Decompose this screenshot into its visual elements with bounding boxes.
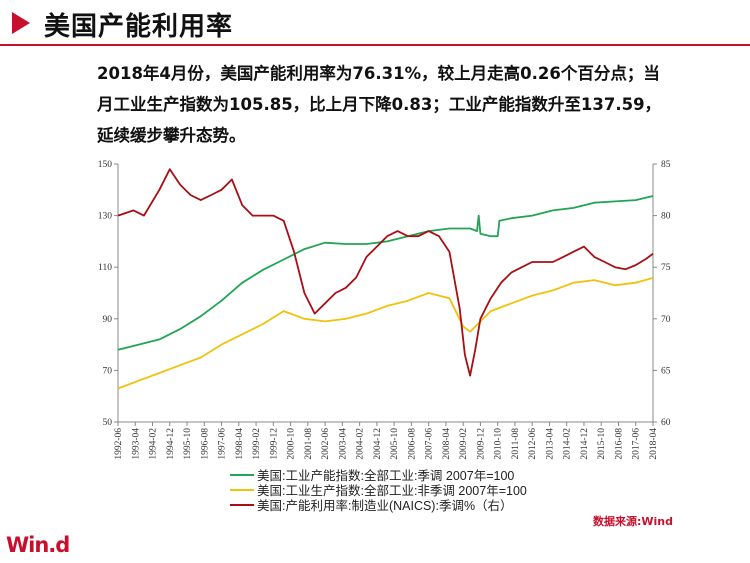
summary-line: 延续缓步攀升态势。 bbox=[97, 126, 246, 145]
legend-swatch bbox=[230, 503, 254, 506]
x-axis-tick-label: 2014-02 bbox=[563, 428, 573, 460]
left-axis-tick-label: 50 bbox=[103, 418, 113, 428]
legend-swatch bbox=[230, 473, 254, 476]
x-axis-tick-label: 1999-12 bbox=[269, 428, 279, 460]
x-axis-tick-label: 1992-06 bbox=[114, 428, 124, 460]
left-axis-tick-label: 70 bbox=[103, 366, 113, 376]
capacity-index-line bbox=[117, 195, 654, 351]
x-axis-tick-label: 2007-06 bbox=[425, 428, 435, 460]
right-axis-tick-label: 70 bbox=[661, 315, 671, 325]
right-axis-tick-label: 60 bbox=[661, 418, 671, 428]
right-axis-tick-label: 85 bbox=[661, 160, 671, 170]
legend-label: 美国:工业产能指数:全部工业:季调 2007年=100 bbox=[257, 469, 515, 483]
x-axis-tick-label: 2009-12 bbox=[476, 428, 486, 460]
legend-label: 美国:工业生产指数:全部工业:非季调 2007年=100 bbox=[257, 484, 527, 498]
chart-legend: 美国:工业产能指数:全部工业:季调 2007年=100 美国:工业生产指数:全部… bbox=[230, 467, 527, 513]
slide-header: 美国产能利用率 bbox=[0, 0, 750, 46]
right-axis-tick-label: 80 bbox=[661, 212, 671, 222]
legend-item-utilization: 美国:产能利用率:制造业(NAICS):季调%（右） bbox=[230, 497, 527, 513]
x-axis-tick-label: 2011-08 bbox=[511, 428, 521, 460]
x-axis-tick-label: 2000-10 bbox=[287, 428, 297, 460]
x-axis-tick-label: 2005-10 bbox=[390, 428, 400, 460]
left-axis-tick-label: 110 bbox=[98, 263, 112, 273]
summary-line: 月工业生产指数为105.85，比上月下降0.83；工业产能指数升至137.59， bbox=[97, 95, 662, 114]
left-axis-tick-label: 130 bbox=[98, 212, 113, 222]
x-axis-tick-label: 1998-04 bbox=[235, 428, 245, 460]
x-axis-tick-label: 1995-10 bbox=[183, 428, 193, 460]
x-axis-tick-label: 2016-08 bbox=[614, 428, 624, 460]
x-axis-tick-label: 2018-04 bbox=[649, 428, 659, 460]
header-rule bbox=[0, 44, 750, 46]
x-axis-tick-label: 2004-02 bbox=[356, 428, 366, 460]
x-axis-tick-label: 1999-02 bbox=[252, 428, 262, 460]
x-axis-tick-label: 2013-04 bbox=[545, 428, 555, 460]
left-axis-tick-label: 90 bbox=[103, 315, 113, 325]
x-axis-tick-label: 1996-08 bbox=[200, 428, 210, 460]
wind-logo: Win.d bbox=[6, 533, 70, 557]
legend-label: 美国:产能利用率:制造业(NAICS):季调%（右） bbox=[257, 499, 513, 513]
x-axis-tick-label: 2010-10 bbox=[494, 428, 504, 460]
x-axis-tick-label: 2003-04 bbox=[338, 428, 348, 460]
data-source-note: 数据来源:Wind bbox=[592, 515, 673, 528]
line-chart: 50 70 90 110 130 150 60 65 70 75 80 85 1992-06 1993-0… bbox=[98, 160, 671, 460]
right-axis-tick-label: 75 bbox=[661, 263, 671, 273]
right-axis-tick-label: 65 bbox=[661, 366, 671, 376]
x-axis-tick-label: 1994-02 bbox=[149, 428, 159, 460]
x-axis-tick-label: 1994-12 bbox=[166, 428, 176, 460]
utilization-rate-line bbox=[117, 168, 654, 377]
x-axis-tick-label: 2012-06 bbox=[528, 428, 538, 460]
x-axis-tick-label: 2015-10 bbox=[597, 428, 607, 460]
x-axis-tick-label: 2004-12 bbox=[373, 428, 383, 460]
legend-swatch bbox=[230, 488, 254, 491]
x-axis-tick-label: 1993-04 bbox=[131, 428, 141, 460]
x-axis-tick-label: 2017-06 bbox=[632, 428, 642, 460]
x-axis-tick-label: 2001-08 bbox=[304, 428, 314, 460]
header-arrow-icon bbox=[12, 12, 30, 34]
summary-text: 2018年4月份，美国产能利用率为76.31%，较上月走高0.26个百分点；当 … bbox=[97, 58, 737, 151]
production-index-line bbox=[117, 277, 654, 390]
x-axis-tick-label: 2009-02 bbox=[459, 428, 469, 460]
x-axis-tick-label: 2008-04 bbox=[442, 428, 452, 460]
x-axis-tick-label: 2014-12 bbox=[580, 428, 590, 460]
x-axis-tick-label: 2002-06 bbox=[321, 428, 331, 460]
slide-title: 美国产能利用率 bbox=[44, 12, 234, 42]
x-axis-tick-label: 2006-08 bbox=[407, 428, 417, 460]
x-axis-tick-label: 1997-06 bbox=[218, 428, 228, 460]
summary-line: 2018年4月份，美国产能利用率为76.31%，较上月走高0.26个百分点；当 bbox=[97, 64, 660, 83]
legend-item-production-index: 美国:工业生产指数:全部工业:非季调 2007年=100 bbox=[230, 482, 527, 498]
left-axis-tick-label: 150 bbox=[98, 160, 113, 170]
legend-item-capacity-index: 美国:工业产能指数:全部工业:季调 2007年=100 bbox=[230, 467, 527, 483]
